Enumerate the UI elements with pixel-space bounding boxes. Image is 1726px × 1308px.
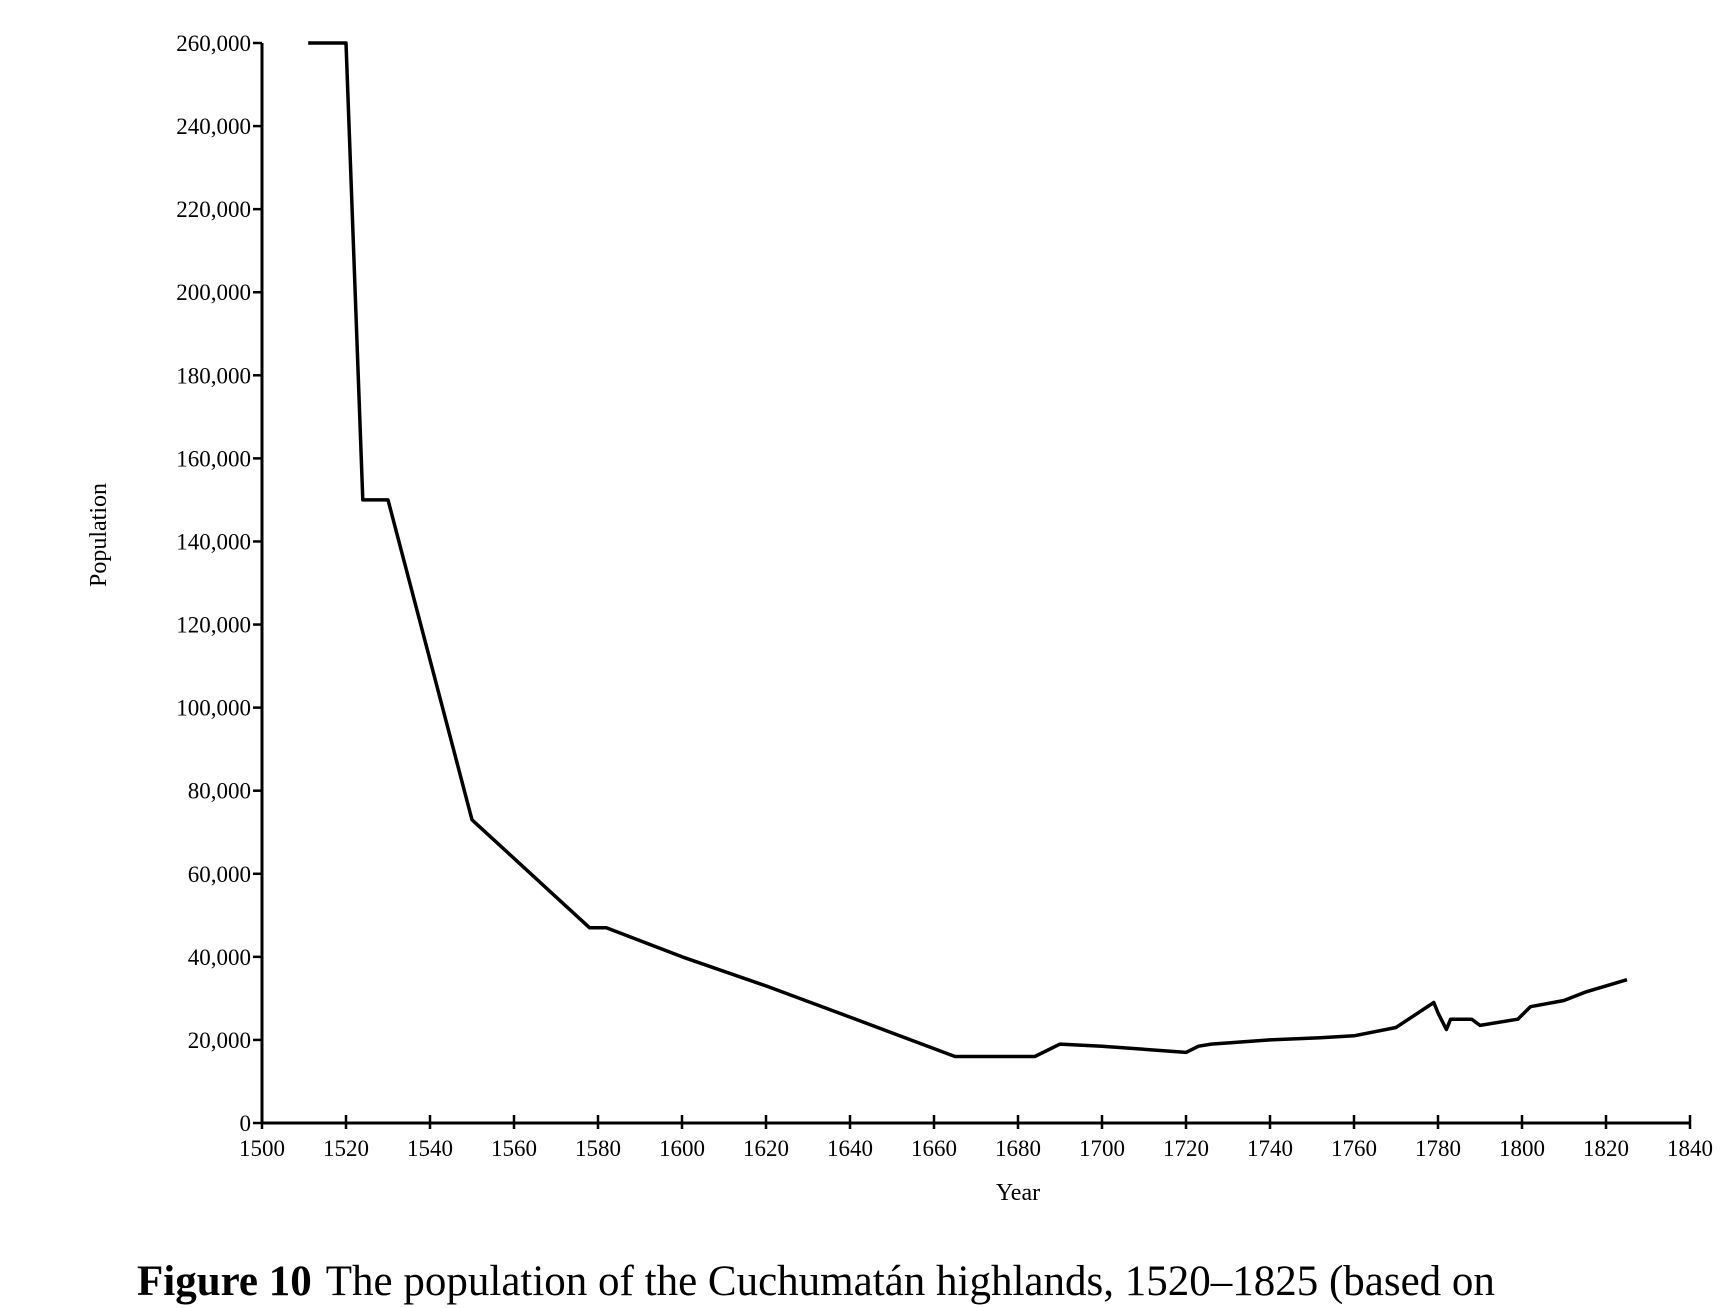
figure-number: Figure 10 — [137, 1258, 312, 1305]
figure-caption: Figure 10 The population of the Cuchumatá… — [137, 1256, 1495, 1308]
y-tick-label: 120,000 — [176, 613, 251, 638]
x-tick-label: 1700 — [1079, 1136, 1125, 1161]
y-axis-title: Population — [86, 483, 112, 587]
x-tick-label: 1580 — [575, 1136, 621, 1161]
x-tick-label: 1540 — [407, 1136, 453, 1161]
x-tick-label: 1600 — [659, 1136, 705, 1161]
x-tick-label: 1520 — [323, 1136, 369, 1161]
x-tick-label: 1820 — [1583, 1136, 1629, 1161]
y-tick-label: 200,000 — [176, 280, 251, 305]
y-tick-label: 160,000 — [176, 446, 251, 471]
x-tick-label: 1800 — [1499, 1136, 1545, 1161]
y-tick-label: 180,000 — [176, 363, 251, 388]
figure-caption-text: The population of the Cuchumatán highlan… — [325, 1258, 1495, 1305]
x-tick-label: 1620 — [743, 1136, 789, 1161]
x-tick-label: 1760 — [1331, 1136, 1377, 1161]
y-tick-label: 140,000 — [176, 529, 251, 554]
x-tick-label: 1640 — [827, 1136, 873, 1161]
y-tick-label: 220,000 — [176, 197, 251, 222]
x-tick-label: 1720 — [1163, 1136, 1209, 1161]
y-tick-label: 240,000 — [176, 114, 251, 139]
y-tick-label: 0 — [240, 1111, 252, 1136]
y-tick-label: 60,000 — [188, 862, 251, 887]
y-tick-label: 260,000 — [176, 31, 251, 56]
population-chart: 0 20,000 40,000 60,000 80,000 100,000 120,000 1… — [86, 31, 1713, 1206]
x-tick-label: 1780 — [1415, 1136, 1461, 1161]
x-tick-label: 1840 — [1667, 1136, 1713, 1161]
y-tick-label: 20,000 — [188, 1028, 251, 1053]
x-tick-label: 1660 — [911, 1136, 957, 1161]
y-tick-label: 80,000 — [188, 779, 251, 804]
axis-ticks — [253, 41, 1692, 1129]
x-tick-labels: 1500 1520 1540 1560 1580 1600 1620 1640 1660 1680… — [239, 1136, 1713, 1161]
x-tick-label: 1680 — [995, 1136, 1041, 1161]
population-series-line — [308, 41, 1628, 1059]
x-tick-label: 1500 — [239, 1136, 285, 1161]
y-tick-label: 40,000 — [188, 945, 251, 970]
x-axis-title: Year — [996, 1180, 1040, 1206]
x-tick-label: 1740 — [1247, 1136, 1293, 1161]
y-tick-labels: 0 20,000 40,000 60,000 80,000 100,000 120,000 1… — [176, 31, 251, 1136]
y-tick-label: 100,000 — [176, 696, 251, 721]
x-tick-label: 1560 — [491, 1136, 537, 1161]
